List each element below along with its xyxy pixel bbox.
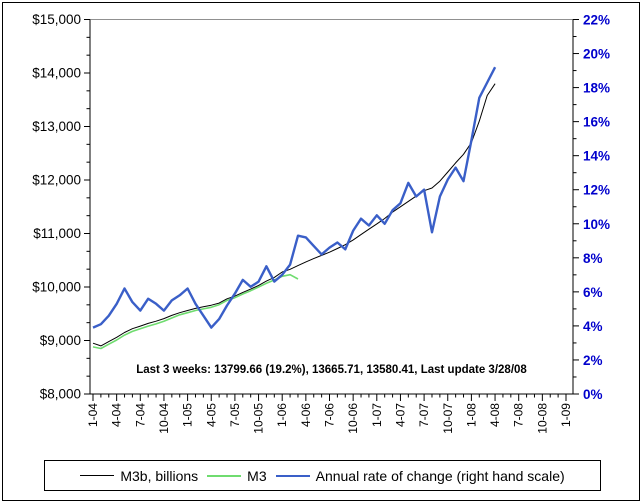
svg-text:4-08: 4-08 (488, 403, 502, 427)
svg-text:10%: 10% (583, 217, 610, 232)
svg-text:1-09: 1-09 (559, 403, 573, 427)
svg-text:1-04: 1-04 (86, 403, 100, 427)
svg-text:1-06: 1-06 (275, 403, 289, 427)
svg-text:16%: 16% (583, 115, 610, 130)
svg-text:$13,000: $13,000 (32, 119, 81, 134)
svg-text:1-07: 1-07 (370, 403, 384, 427)
svg-text:4%: 4% (583, 319, 603, 334)
svg-text:7-06: 7-06 (323, 403, 337, 427)
series-rate-line (92, 66, 497, 329)
svg-text:4-07: 4-07 (393, 403, 407, 427)
svg-text:10-04: 10-04 (157, 403, 171, 434)
legend-label-rate: Annual rate of change (right hand scale) (315, 467, 565, 484)
svg-text:20%: 20% (583, 47, 610, 62)
legend-item-m3b: M3b, billions (80, 468, 198, 484)
right-axis: 0% 2% 4% 6% 8% 10% 12% 14% 16% 18% 20% 22% (573, 13, 610, 402)
plot-axes (89, 19, 574, 395)
svg-text:$10,000: $10,000 (32, 280, 81, 295)
svg-text:7-08: 7-08 (512, 403, 526, 427)
svg-text:4-05: 4-05 (204, 403, 218, 427)
legend-item-rate: Annual rate of change (right hand scale) (275, 467, 565, 484)
svg-text:1-05: 1-05 (181, 403, 195, 427)
svg-text:10-07: 10-07 (441, 403, 455, 434)
svg-text:8%: 8% (583, 251, 603, 266)
svg-text:14%: 14% (583, 149, 610, 164)
svg-text:4-04: 4-04 (110, 403, 124, 427)
svg-text:7-05: 7-05 (228, 403, 242, 427)
legend-label-m3b: M3b, billions (120, 467, 199, 484)
legend-label-m3: M3 (247, 467, 267, 484)
svg-text:$9,000: $9,000 (40, 333, 81, 348)
svg-text:$11,000: $11,000 (33, 226, 81, 241)
legend-item-m3: M3 (207, 467, 267, 484)
legend: M3b, billions M3 Annual rate of change (… (44, 460, 601, 491)
m3b-line-sample (80, 475, 115, 476)
svg-text:10-06: 10-06 (346, 403, 360, 434)
svg-text:12%: 12% (583, 183, 610, 198)
svg-text:$12,000: $12,000 (32, 173, 81, 188)
svg-text:7-04: 7-04 (133, 403, 147, 427)
svg-text:10-08: 10-08 (535, 403, 549, 434)
svg-text:7-07: 7-07 (417, 403, 431, 427)
m3-line-sample (207, 474, 242, 477)
x-axis: 1-04 4-04 7-04 10-04 1-05 4-05 7-05 10-05 1-06 4-… (86, 394, 573, 434)
series-m3b-line (92, 83, 496, 347)
svg-text:$8,000: $8,000 (40, 387, 81, 402)
svg-text:2%: 2% (583, 353, 603, 368)
chart-annotation: Last 3 weeks: 13799.66 (19.2%), 13665.71… (136, 364, 527, 376)
svg-text:18%: 18% (583, 81, 610, 96)
svg-text:$14,000: $14,000 (32, 66, 81, 81)
svg-text:$15,000: $15,000 (32, 12, 81, 27)
svg-text:22%: 22% (583, 13, 610, 28)
svg-text:1-08: 1-08 (464, 403, 478, 427)
series-m3-line (92, 273, 299, 350)
svg-text:0%: 0% (583, 387, 603, 402)
svg-text:4-06: 4-06 (299, 403, 313, 427)
svg-text:6%: 6% (583, 285, 603, 300)
left-axis: $8,000 $9,000 $10,000 $11,000 $12,000 $13,000… (32, 12, 90, 402)
rate-line-sample (275, 474, 310, 477)
svg-text:10-05: 10-05 (252, 403, 266, 434)
